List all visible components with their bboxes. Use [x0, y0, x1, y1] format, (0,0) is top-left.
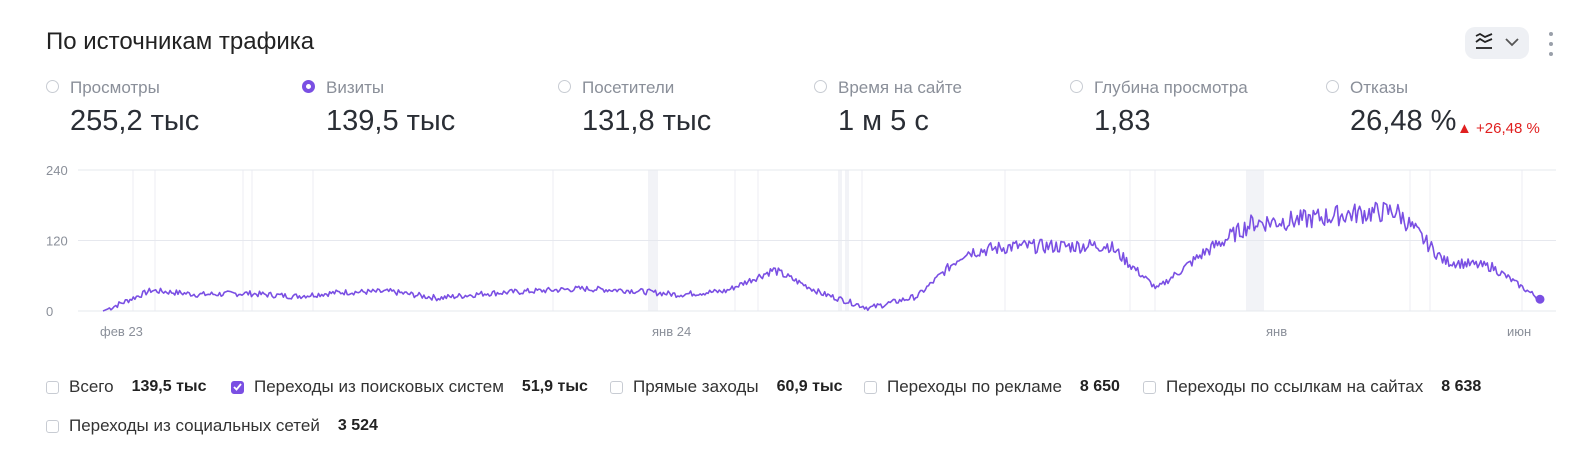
legend-name: Переходы из социальных сетей: [69, 416, 320, 435]
metric-radio[interactable]: [302, 80, 315, 93]
metric-label: Время на сайте: [838, 78, 962, 97]
legend-item[interactable]: Прямые заходы 60,9 тыс: [610, 377, 843, 397]
metric-radio[interactable]: [814, 80, 827, 93]
metric-label: Визиты: [326, 78, 385, 97]
x-tick-label: янв: [1266, 324, 1287, 339]
metric-radio[interactable]: [1326, 80, 1339, 93]
legend-value: 8 650: [1079, 378, 1120, 395]
legend-item[interactable]: Переходы по рекламе 8 650: [864, 377, 1120, 397]
legend-value: 8 638: [1441, 378, 1482, 395]
legend-name: Прямые заходы: [633, 377, 759, 396]
checkbox[interactable]: [610, 380, 623, 394]
metric-radio[interactable]: [1070, 80, 1083, 93]
checkbox[interactable]: [1143, 380, 1156, 394]
stacked-lines-icon: [1474, 32, 1494, 55]
legend-value: 51,9 тыс: [521, 378, 588, 395]
widget-title: По источникам трафика: [46, 28, 315, 55]
metric-value: 26,48 %: [1350, 105, 1457, 137]
checkbox[interactable]: [46, 380, 59, 394]
checkbox[interactable]: [864, 380, 877, 394]
metric-value: 139,5 тыс: [326, 105, 456, 137]
metric-label: Отказы: [1350, 78, 1409, 97]
x-tick-label: янв 24: [652, 324, 691, 339]
metric-value: 131,8 тыс: [582, 105, 712, 137]
checkbox[interactable]: [46, 419, 59, 433]
legend-value: 60,9 тыс: [776, 378, 843, 395]
legend-value: 3 524: [337, 417, 378, 434]
chart-type-button[interactable]: [1465, 27, 1529, 59]
bounce-delta-badge: ▲ +26,48 %: [1457, 120, 1540, 137]
y-tick-label: 240: [46, 163, 68, 178]
traffic-line-chart: 0 120 240 фев 23 янв 24 янв июн: [46, 163, 1556, 339]
legend-item[interactable]: Переходы из поисковых систем 51,9 тыс: [231, 377, 588, 397]
chevron-down-icon: [1504, 34, 1520, 52]
y-tick-label: 120: [46, 234, 68, 249]
metric-radio[interactable]: [46, 80, 59, 93]
x-tick-label: фев 23: [100, 324, 143, 339]
metric-label: Просмотры: [70, 78, 160, 97]
metric-value: 255,2 тыс: [70, 105, 200, 137]
legend-value: 139,5 тыс: [131, 378, 207, 395]
metric-value: 1,83: [1094, 105, 1151, 137]
x-tick-label: июн: [1507, 324, 1531, 339]
more-vertical-icon[interactable]: [1546, 32, 1556, 56]
metric-radio[interactable]: [558, 80, 571, 93]
series-line: [102, 201, 1541, 312]
y-tick-label: 0: [46, 304, 53, 319]
metric-label: Посетители: [582, 78, 675, 97]
metric-value: 1 м 5 с: [838, 105, 929, 137]
series-endpoint-dot: [1535, 294, 1545, 304]
legend-name: Переходы по ссылкам на сайтах: [1166, 377, 1424, 396]
legend-item[interactable]: Переходы по ссылкам на сайтах 8 638: [1143, 377, 1481, 397]
legend-name: Переходы из поисковых систем: [254, 377, 504, 396]
metric-label: Глубина просмотра: [1094, 78, 1248, 97]
legend-name: Всего: [69, 377, 114, 396]
legend-item[interactable]: Всего 139,5 тыс: [46, 377, 206, 397]
legend-name: Переходы по рекламе: [887, 377, 1062, 396]
checkbox-checked[interactable]: [231, 380, 244, 394]
legend-item[interactable]: Переходы из социальных сетей 3 524: [46, 416, 378, 436]
